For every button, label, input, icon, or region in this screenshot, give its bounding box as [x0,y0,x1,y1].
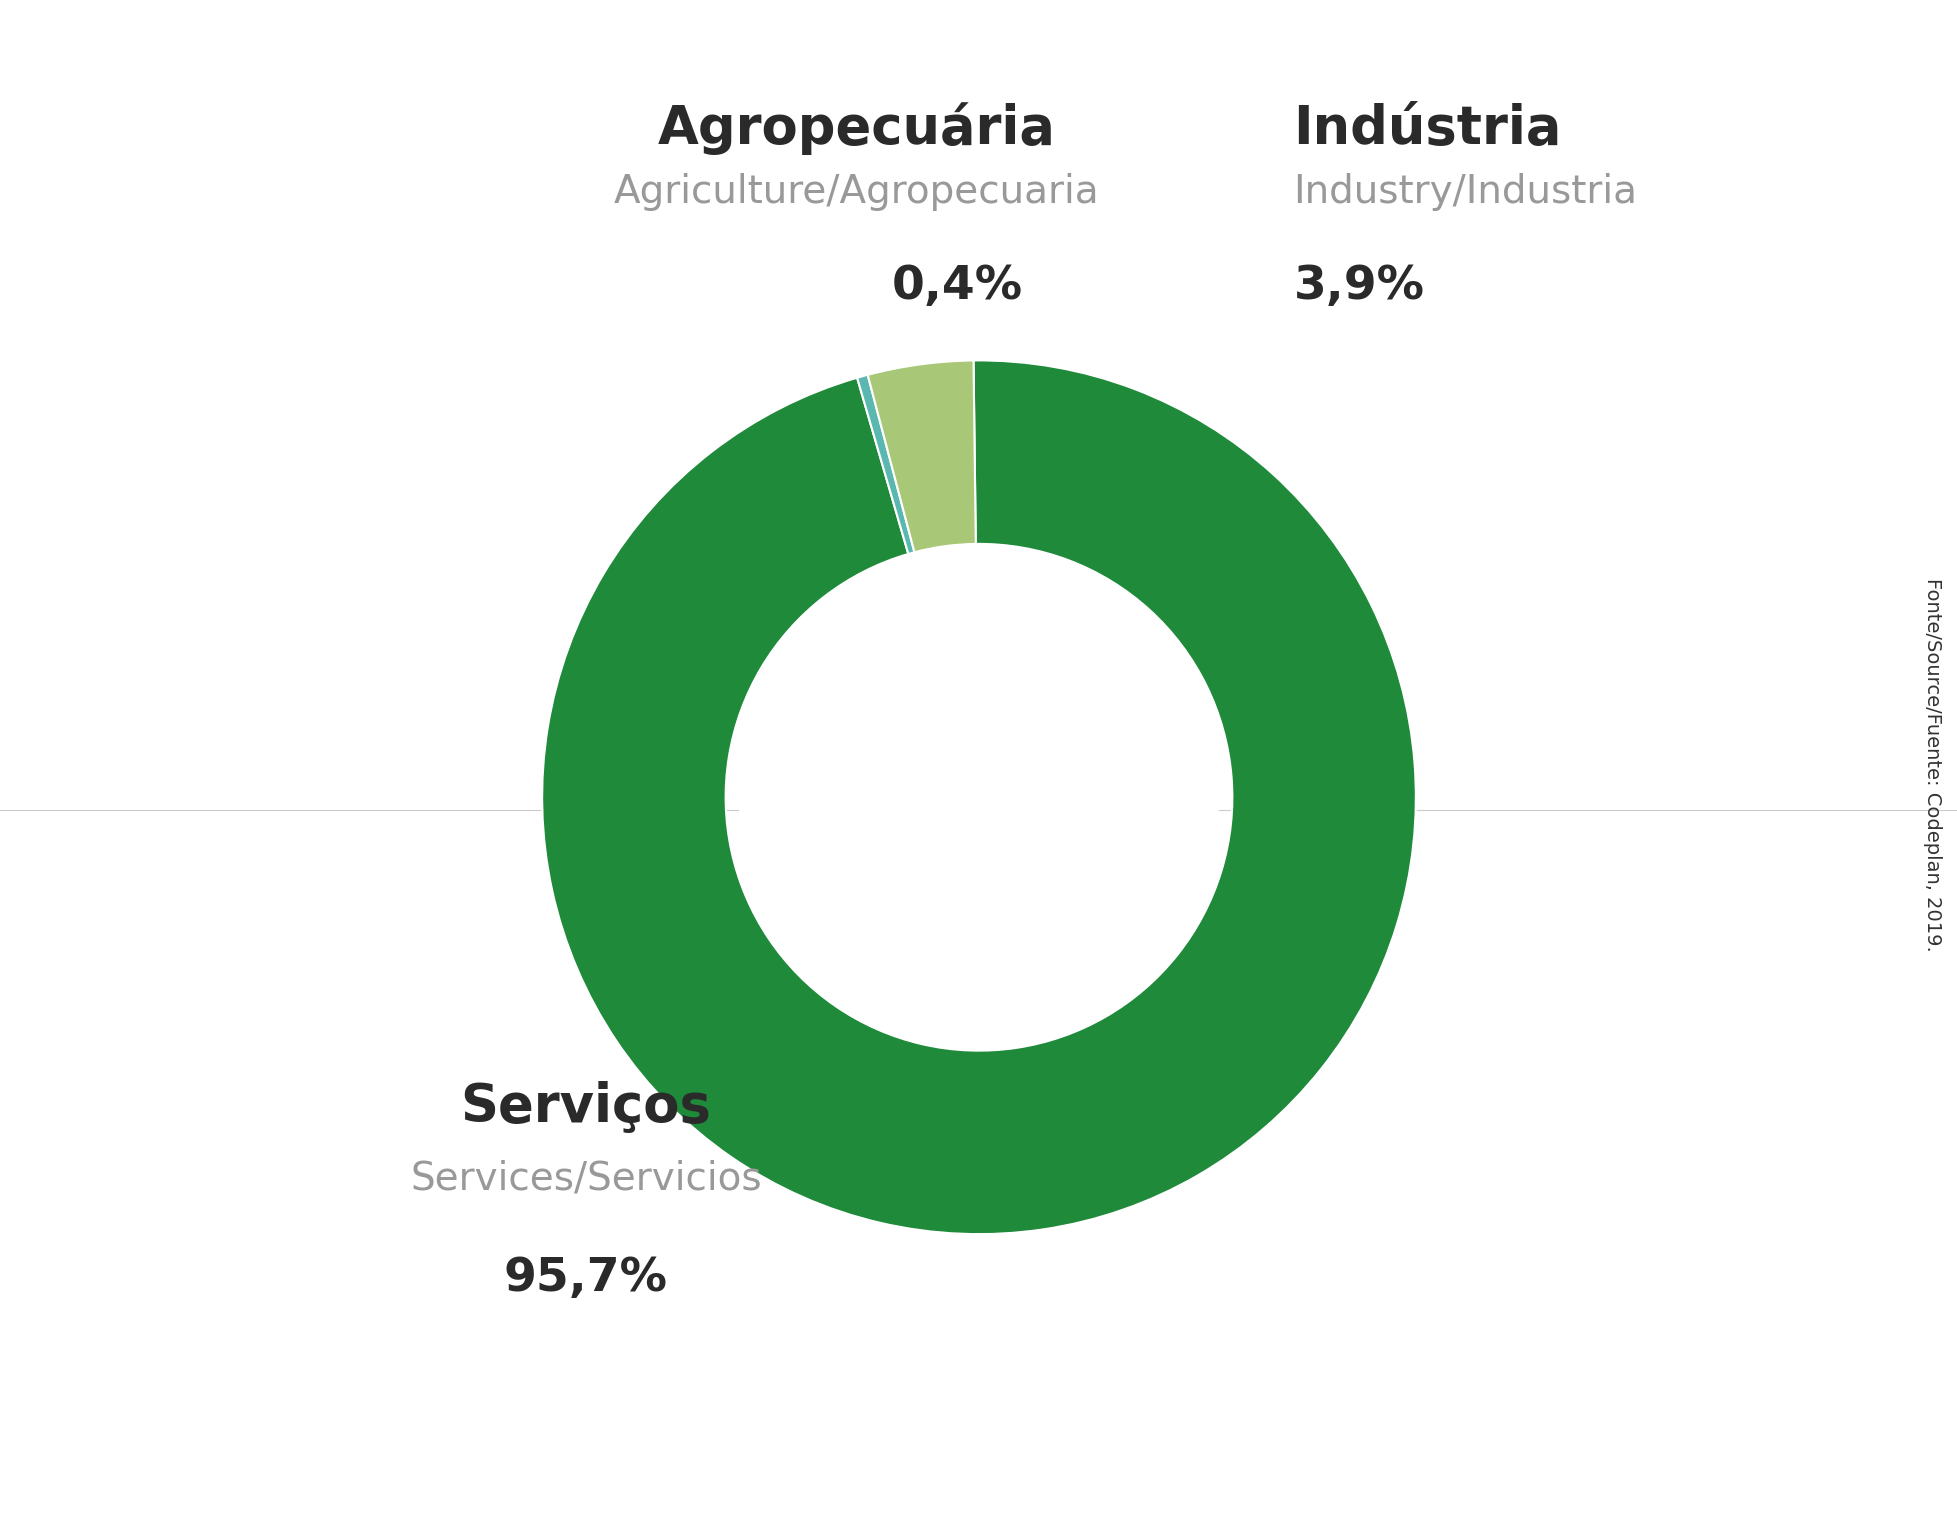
Text: Indústria: Indústria [1294,102,1562,154]
Circle shape [738,557,1219,1038]
Wedge shape [857,375,914,553]
Text: Serviços: Serviços [460,1081,710,1133]
Wedge shape [867,361,975,552]
Text: Agriculture/Agropecuaria: Agriculture/Agropecuaria [614,173,1100,211]
Text: 0,4%: 0,4% [890,265,1022,309]
Text: 3,9%: 3,9% [1294,265,1425,309]
Text: Industry/Industria: Industry/Industria [1294,173,1636,211]
Text: 95,7%: 95,7% [503,1255,667,1301]
Wedge shape [542,361,1415,1234]
Text: Services/Servicios: Services/Servicios [409,1161,761,1197]
Text: Fonte/Source/Fuente: Codeplan, 2019.: Fonte/Source/Fuente: Codeplan, 2019. [1922,578,1941,951]
Text: Agropecuária: Agropecuária [658,102,1055,156]
